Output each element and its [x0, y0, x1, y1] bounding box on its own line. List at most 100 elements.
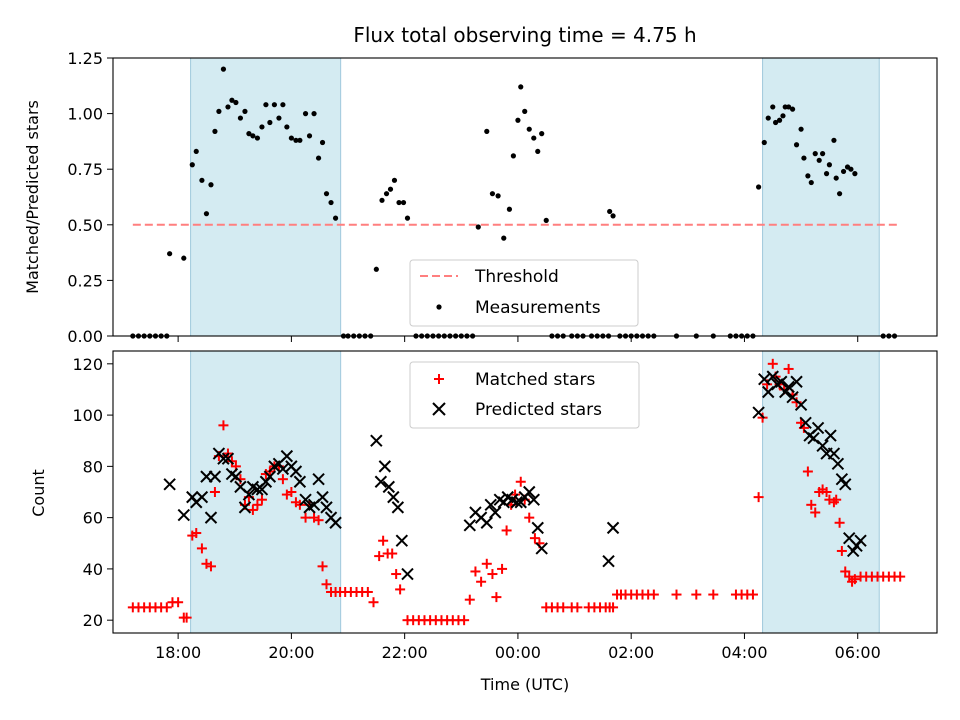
predicted-star-point [766, 370, 779, 383]
measurement-point [489, 191, 496, 197]
matched-star-point [831, 494, 842, 505]
predicted-star-point [320, 501, 333, 514]
count-panel: 20 40 60 80 100 120 18:00 20:00 22:00 00:00 02:00… [29, 350, 938, 694]
matched-star-point [362, 586, 373, 597]
predicted-star-point [229, 470, 243, 483]
measurement-point [770, 104, 776, 110]
matched-star-point [849, 574, 860, 585]
measurement-point [246, 131, 252, 137]
top-y-tick-label: 0.75 [67, 160, 103, 179]
bottom-y-tick-label: 40 [83, 560, 103, 579]
measurement-point [848, 166, 854, 172]
top-y-tick-label: 1.00 [67, 105, 103, 124]
matched-star-point [529, 533, 540, 544]
predicted-star-point [775, 375, 788, 388]
measurement-point [823, 171, 830, 177]
predicted-star-point [535, 542, 548, 555]
predicted-star-point [374, 475, 388, 488]
matched-star-point [572, 602, 583, 613]
predicted-star-point [463, 519, 476, 532]
measurement-point [518, 84, 524, 90]
matched-star-point [558, 602, 569, 613]
measurements-legend-swatch [436, 304, 442, 310]
measurement-point [212, 128, 218, 134]
predicted-star-point [289, 465, 303, 478]
top-y-tick-label: 0.50 [67, 216, 103, 235]
predicted-star-point [816, 439, 829, 453]
threshold-legend-label: Threshold [474, 267, 559, 287]
x-tick-label: 20:00 [268, 643, 314, 662]
measurement-point [400, 199, 407, 206]
measurement-point [801, 155, 807, 161]
top-plot-frame [112, 57, 938, 337]
bottom-y-tick-label: 60 [83, 509, 103, 528]
bottom-x-ticks: 18:00 20:00 22:00 00:00 02:00 04:00 06:00 [155, 633, 881, 662]
matched-star-point [844, 571, 855, 582]
measurement-point [293, 137, 299, 143]
observing-band-top-0 [190, 57, 342, 337]
matched-star-point [313, 515, 324, 526]
predicted-star-point [782, 380, 795, 394]
measurement-point [765, 115, 771, 121]
measurement-point [220, 66, 227, 72]
predicted-star-point [329, 516, 342, 529]
predicted-star-point [854, 534, 867, 547]
predicted-star-point [489, 506, 502, 519]
measurement-point [332, 215, 339, 221]
predicted-star-point [263, 470, 277, 483]
matched-star-point [524, 512, 535, 523]
measurement-point [225, 104, 231, 110]
matched-star-point [470, 566, 481, 577]
predicted-star-point [221, 452, 235, 465]
measurement-point [311, 111, 317, 117]
measurement-point [254, 135, 261, 141]
matched-star-point [286, 487, 297, 497]
predicted-star-point [531, 521, 544, 535]
measurement-point [280, 102, 286, 108]
matched-star-point [487, 569, 498, 580]
predicted-star-point [370, 434, 383, 447]
matched-star-point [459, 615, 470, 626]
measurements-legend-label: Measurements [475, 298, 601, 318]
measurement-point [297, 137, 303, 143]
matched-star-point [767, 358, 778, 369]
measurement-point [539, 131, 545, 137]
measurement-point [189, 162, 195, 168]
top-y-tick-label: 0.00 [67, 327, 103, 346]
matched-star-point [387, 548, 398, 559]
measurement-point [302, 111, 309, 117]
predicted-star-point [242, 488, 256, 501]
matched-star-points [127, 358, 906, 626]
measurement-point [840, 168, 847, 175]
measurement-point [288, 135, 294, 141]
matched-star-point [821, 487, 832, 497]
measurement-point [199, 177, 205, 183]
predicted-star-point [217, 452, 230, 465]
measurement-point [181, 255, 187, 261]
predicted-star-point [382, 480, 396, 494]
measurement-point [531, 135, 537, 141]
predicted-legend-label: Predicted stars [475, 400, 602, 420]
top-y-axis-label: Matched/Predicted stars [23, 100, 42, 294]
measurement-point [495, 193, 501, 199]
predicted-star-point [312, 472, 325, 486]
measurement-point [276, 115, 282, 121]
matched-star-point [321, 579, 332, 590]
predicted-star-point [752, 406, 765, 419]
measurement-point [820, 151, 826, 157]
matched-star-point [497, 563, 508, 574]
measurement-point [216, 108, 222, 114]
measurement-point [826, 162, 832, 168]
predicted-star-point [794, 398, 808, 412]
matched-star-point [368, 597, 379, 608]
bottom-y-tick-label: 100 [72, 406, 103, 425]
matched-star-point [747, 589, 758, 600]
measurement-point [319, 139, 326, 146]
measurement-point [526, 126, 532, 132]
matched-star-point [802, 466, 813, 477]
top-y-tick-label: 0.25 [67, 271, 103, 290]
predicted-star-point [401, 567, 414, 581]
predicted-star-point [177, 508, 190, 522]
x-tick-label: 18:00 [155, 643, 201, 662]
bottom-y-tick-label: 80 [83, 457, 103, 476]
